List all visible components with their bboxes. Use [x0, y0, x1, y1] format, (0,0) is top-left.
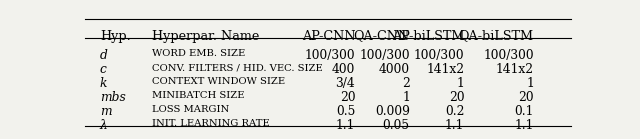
Text: 100/300: 100/300 [483, 49, 534, 62]
Text: d: d [100, 49, 108, 62]
Text: 141x2: 141x2 [426, 63, 465, 76]
Text: c: c [100, 63, 107, 76]
Text: 1.1: 1.1 [445, 119, 465, 132]
Text: 20: 20 [449, 91, 465, 104]
Text: MINIBATCH SIZE: MINIBATCH SIZE [152, 91, 244, 100]
Text: 20: 20 [340, 91, 355, 104]
Text: 2: 2 [402, 77, 410, 90]
Text: QA-CNN: QA-CNN [353, 29, 410, 43]
Text: 141x2: 141x2 [496, 63, 534, 76]
Text: 400: 400 [332, 63, 355, 76]
Text: 0.1: 0.1 [515, 105, 534, 118]
Text: 20: 20 [518, 91, 534, 104]
Text: m: m [100, 105, 111, 118]
Text: mbs: mbs [100, 91, 125, 104]
Text: 3/4: 3/4 [335, 77, 355, 90]
Text: 0.2: 0.2 [445, 105, 465, 118]
Text: 100/300: 100/300 [414, 49, 465, 62]
Text: 0.05: 0.05 [383, 119, 410, 132]
Text: 100/300: 100/300 [305, 49, 355, 62]
Text: k: k [100, 77, 108, 90]
Text: 1: 1 [402, 91, 410, 104]
Text: Hyp.: Hyp. [100, 29, 131, 43]
Text: LOSS MARGIN: LOSS MARGIN [152, 105, 229, 114]
Text: WORD EMB. SIZE: WORD EMB. SIZE [152, 49, 245, 58]
Text: 1.1: 1.1 [336, 119, 355, 132]
Text: 4000: 4000 [379, 63, 410, 76]
Text: QA-biLSTM: QA-biLSTM [459, 29, 534, 43]
Text: 1: 1 [457, 77, 465, 90]
Text: CONV. FILTERS / HID. VEC. SIZE: CONV. FILTERS / HID. VEC. SIZE [152, 63, 323, 72]
Text: 100/300: 100/300 [359, 49, 410, 62]
Text: AP-biLSTM: AP-biLSTM [392, 29, 465, 43]
Text: CONTEXT WINDOW SIZE: CONTEXT WINDOW SIZE [152, 77, 285, 86]
Text: 0.009: 0.009 [375, 105, 410, 118]
Text: INIT. LEARNING RATE: INIT. LEARNING RATE [152, 119, 269, 128]
Text: AP-CNN: AP-CNN [301, 29, 355, 43]
Text: 1: 1 [526, 77, 534, 90]
Text: 0.5: 0.5 [336, 105, 355, 118]
Text: 1.1: 1.1 [515, 119, 534, 132]
Text: Hyperpar. Name: Hyperpar. Name [152, 29, 259, 43]
Text: λ: λ [100, 119, 108, 132]
